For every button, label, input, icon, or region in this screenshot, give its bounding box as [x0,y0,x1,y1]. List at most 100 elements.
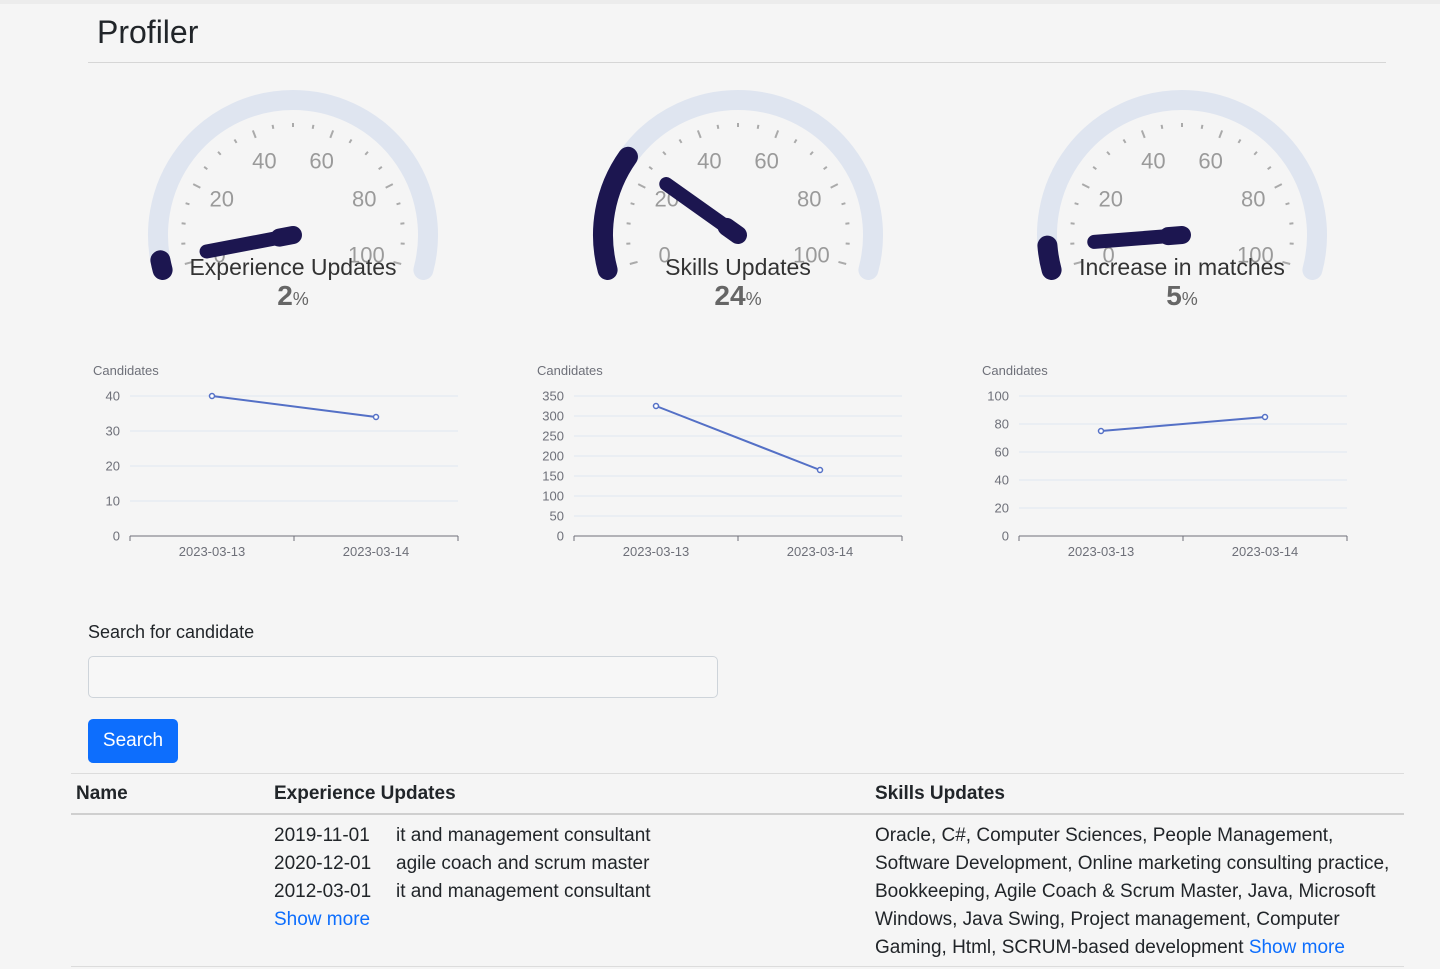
y-tick-label: 30 [106,424,120,439]
experience-date: 2020-12-01 [274,853,372,874]
gauge-minor-tick [1200,124,1204,129]
gauge-minor-tick [1092,166,1097,171]
x-tick-label: 2023-03-13 [179,544,246,559]
gauge-minor-tick [396,202,401,206]
chart-svg: Candidates 0 20 40 60 80 100 2023-03-13 2023-03-… [982,363,1348,559]
gauge-major-tick [1218,130,1224,139]
gauge-minor-tick [1285,202,1290,206]
x-tick-label: 2023-03-14 [343,544,410,559]
gauge-tick-label: 40 [252,148,276,173]
y-tick-label: 350 [542,389,564,404]
y-tick-label: 0 [1002,529,1009,544]
gauge-minor-tick [678,138,683,144]
gauge-major-tick [251,130,257,139]
gauge-major-tick [637,183,646,189]
table-header-border [71,813,1404,815]
gauge-major-tick [184,260,193,265]
gauge-minor-tick [311,124,315,129]
gauge-minor-tick [756,124,760,129]
experience-title: it and management consultant [396,881,651,902]
gauge-label: Experience Updates [189,254,397,280]
y-tick-label: 50 [550,509,564,524]
gauge-minor-tick [217,151,222,156]
x-tick-label: 2023-03-13 [1068,544,1135,559]
gauge-tick-label: 20 [1098,187,1122,212]
gauge-progress [150,250,173,280]
y-tick-label: 250 [542,429,564,444]
experience-title: it and management consultant [396,825,651,846]
y-axis-label: Candidates [93,363,159,378]
gauge-major-tick [1274,183,1283,189]
gauge-tick-label: 80 [797,187,821,212]
gauge-major-tick [629,260,638,265]
table-top-border [71,773,1404,774]
gauge-minor-tick [630,202,635,206]
experience-show-more-link[interactable]: Show more [274,909,371,930]
skills-show-more-link[interactable]: Show more [1248,937,1345,958]
search-button[interactable]: Search [88,719,178,763]
gauge-value-unit: % [745,289,762,309]
gauge-minor-tick [793,138,798,144]
gauge-needle-base [717,217,747,244]
gauge-major-tick [1282,260,1291,265]
search-input[interactable] [88,656,718,698]
gauge-tick-label: 0 [1102,243,1114,268]
column-header-skills: Skills Updates [875,783,1005,804]
y-tick-label: 150 [542,469,564,484]
gauge-progress [593,146,638,280]
y-axis-label: Candidates [982,363,1048,378]
gauge-tick-label: 80 [1241,187,1265,212]
gauge-minor-tick [203,166,208,171]
gauge-value-unit: % [292,289,309,309]
data-point [208,392,216,400]
y-tick-label: 80 [995,417,1009,432]
gauge-label: Skills Updates [665,254,811,280]
gauge-tick-label: 60 [754,148,778,173]
gauge-major-tick [1073,260,1082,265]
experience-item: 2012-03-01 it and management consultant [274,878,651,906]
skills-cell: Oracle, C#, Computer Sciences, People Ma… [875,822,1405,962]
y-tick-label: 100 [542,489,564,504]
gauge-tick-label: 100 [793,243,830,268]
y-tick-label: 40 [106,389,120,404]
gauge-minor-tick [716,124,720,129]
series-line [655,405,821,471]
gauge-minor-tick [348,138,353,144]
y-tick-label: 0 [113,529,120,544]
gauge-minor-tick [1253,151,1258,156]
line-chart-experience: Candidates 0 10 20 30 40 2023-03-13 2023-03-14 [90,358,480,568]
gauge-value: 24% [588,280,888,312]
data-point [652,402,660,410]
data-point [372,413,380,421]
gauge-value-unit: % [1181,289,1198,309]
gauge-value-number: 24 [714,280,746,311]
y-axis-label: Candidates [537,363,603,378]
gauge-needle-base [270,226,302,247]
gauge-tick-label: 0 [658,243,670,268]
gauge-minor-tick [378,166,383,171]
gauge-minor-tick [809,151,814,156]
gauge-tick-label: 40 [697,148,721,173]
gauge-minor-tick [1106,151,1111,156]
gauge-minor-tick [271,124,275,129]
gauge-track [148,90,438,280]
gauge-major-tick [1081,183,1090,189]
experience-list: 2019-11-01 it and management consultant 2… [274,822,651,934]
y-tick-label: 300 [542,409,564,424]
experience-date: 2012-03-01 [274,881,372,902]
gauge-minor-tick [1122,138,1127,144]
data-point [1097,427,1105,435]
search-label: Search for candidate [88,622,255,642]
page-title: Profiler [97,14,199,50]
experience-date: 2019-11-01 [274,825,370,846]
gauge-tick-label: 100 [1237,243,1274,268]
gauge-tick-label: 80 [352,187,376,212]
gauge-minor-tick [648,166,653,171]
gauge-tick-label: 60 [1198,148,1222,173]
top-edge [0,0,1440,4]
y-tick-label: 0 [557,529,564,544]
